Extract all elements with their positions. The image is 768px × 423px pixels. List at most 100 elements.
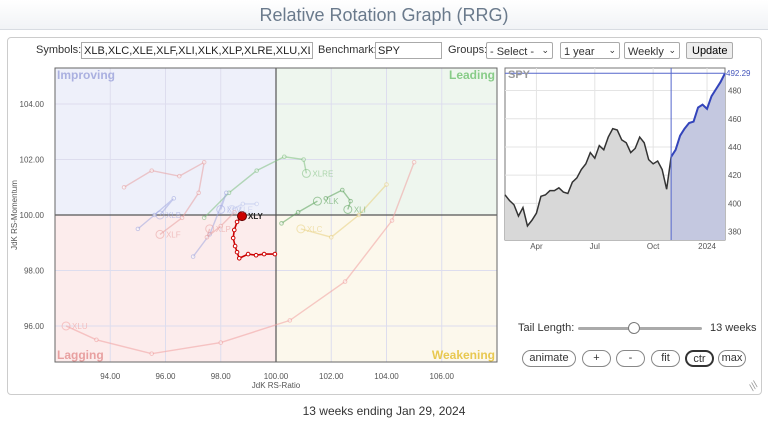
quadrant-label-lagging: Lagging: [57, 348, 104, 362]
y-tick-label: 400: [728, 199, 742, 208]
tail-label: XLRE: [312, 169, 333, 178]
interval-select[interactable]: Weekly ⌄: [624, 42, 680, 59]
symbols-input[interactable]: [81, 42, 313, 59]
tail-point: [149, 351, 154, 356]
benchmark-label: Benchmark:: [318, 44, 377, 56]
tail-head-xlp: [205, 224, 215, 234]
tail-point: [135, 226, 141, 232]
rrg-chart[interactable]: 94.00 96.00 98.00 100.00 102.00 104.00 106.00 9…: [0, 0, 500, 400]
tail-point: [340, 187, 345, 193]
tail-point: [342, 279, 348, 284]
x-tick-label: Jul: [590, 242, 600, 251]
tail-point: [94, 337, 99, 343]
tail-point: [232, 243, 238, 249]
tail-point: [411, 160, 417, 165]
tail-head-xlk: [312, 196, 322, 206]
tail-label: XLF: [166, 230, 181, 239]
x-tick-label: 102.00: [319, 372, 344, 381]
price-line-highlight: [670, 72, 726, 158]
tail-point: [295, 209, 301, 215]
interval-value: Weekly: [628, 46, 664, 58]
zoom-in-button[interactable]: +: [582, 350, 611, 367]
tail-point: [230, 235, 236, 241]
tail-head-xlc: [296, 224, 306, 234]
zoom-out-button[interactable]: -: [616, 350, 645, 367]
x-tick-label: 106.00: [430, 372, 455, 381]
tail-point: [287, 318, 293, 323]
quadrant-label-weakening: Weakening: [432, 348, 495, 362]
tail-length-slider[interactable]: [578, 322, 702, 334]
update-button[interactable]: Update: [686, 42, 734, 59]
benchmark-input[interactable]: [375, 42, 442, 59]
fit-button[interactable]: fit: [651, 350, 680, 367]
period-value: 1 year: [564, 46, 595, 58]
x-tick-label: Apr: [530, 242, 543, 251]
tail-point: [121, 184, 127, 190]
tail-point: [190, 254, 196, 259]
y-axis-label: JdK RS-Momentum: [10, 180, 19, 250]
tail-label: XLU: [72, 322, 88, 331]
toolbar: Symbols: Benchmark: Groups: - Select -⌄ …: [0, 42, 768, 60]
tail-point: [231, 227, 237, 233]
y-tick-label: 420: [728, 171, 742, 180]
tail-point: [218, 340, 224, 345]
ctr-button[interactable]: ctr: [685, 350, 714, 367]
last-value-label: 492.29: [726, 69, 751, 78]
tail-label: XLI: [354, 205, 366, 214]
y-tick-label: 98.00: [24, 266, 45, 275]
chevron-down-icon: ⌄: [541, 45, 549, 55]
tail-point: [261, 251, 267, 257]
tail-label: XLB: [166, 211, 181, 220]
tail-label: XLK: [323, 197, 339, 206]
x-tick-label: 98.00: [211, 372, 232, 381]
tail-length-label: Tail Length:: [518, 322, 575, 334]
footer-caption: 13 weeks ending Jan 29, 2024: [302, 404, 466, 418]
tail-point: [253, 252, 259, 258]
tail-head-xlf: [155, 229, 165, 239]
tail-point: [254, 201, 259, 207]
tail-xlu: [65, 162, 415, 355]
x-axis-label: JdK RS-Ratio: [252, 381, 301, 390]
tail-xlb: [137, 197, 175, 230]
period-select[interactable]: 1 year ⌄: [560, 42, 620, 59]
tail-point: [177, 173, 182, 179]
chevron-down-icon: ⌄: [608, 45, 616, 55]
animate-button[interactable]: animate: [522, 350, 576, 367]
plot-border: [54, 67, 498, 363]
tail-point: [201, 215, 207, 221]
tail-point: [236, 255, 242, 261]
groups-label: Groups:: [448, 44, 488, 56]
tail-label: XLY: [248, 212, 263, 221]
quadrant-label-improving: Improving: [57, 68, 115, 82]
groups-select[interactable]: - Select - ⌄: [486, 42, 553, 59]
tail-head-xlv: [216, 204, 226, 214]
tail-xlv: [192, 192, 227, 258]
tail-head-xlu: [61, 321, 71, 331]
tail-head-xli: [343, 204, 353, 214]
tail-point: [272, 251, 278, 257]
tail-point: [254, 168, 259, 173]
tail-xlc: [300, 184, 388, 238]
tail-point: [245, 251, 251, 257]
tail-point: [389, 218, 395, 223]
tail-head-xly: [237, 211, 248, 222]
x-tick-label: 94.00: [100, 372, 121, 381]
tail-point: [323, 196, 329, 201]
y-tick-label: 96.00: [24, 322, 45, 331]
tail-point: [149, 168, 154, 173]
tail-point: [179, 215, 185, 221]
tail-point: [356, 212, 362, 218]
price-line: [504, 127, 672, 228]
x-tick-label: 100.00: [264, 372, 289, 381]
x-tick-label: 104.00: [374, 372, 399, 381]
tail-point: [281, 154, 287, 160]
tail-point: [196, 190, 201, 196]
max-button[interactable]: max: [718, 350, 746, 367]
benchmark-chart: 380 400 420 440 460 480 Apr Jul Oct 2024 492.29 SPY: [504, 67, 751, 251]
y-tick-label: 460: [728, 115, 742, 124]
slider-handle[interactable]: [627, 322, 640, 334]
y-tick-label: 440: [728, 143, 742, 152]
tail-point: [201, 160, 207, 165]
tail-head-xlre: [301, 168, 311, 178]
tail-point: [218, 223, 224, 229]
